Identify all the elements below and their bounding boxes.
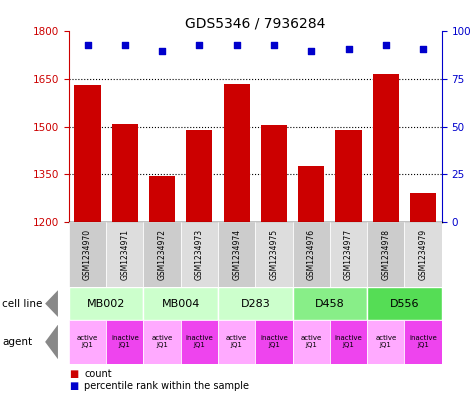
Text: GSM1234975: GSM1234975: [269, 229, 278, 280]
Point: [121, 42, 129, 48]
Polygon shape: [45, 325, 58, 359]
Point: [419, 46, 427, 52]
Point: [382, 42, 390, 48]
Text: active
JQ1: active JQ1: [77, 335, 98, 349]
Bar: [218, 320, 256, 364]
Text: active
JQ1: active JQ1: [152, 335, 173, 349]
Bar: [143, 287, 218, 320]
Text: inactive
JQ1: inactive JQ1: [111, 335, 139, 349]
Bar: [143, 222, 180, 287]
Bar: [261, 125, 287, 222]
Bar: [69, 320, 106, 364]
Bar: [256, 222, 293, 287]
Bar: [410, 193, 436, 222]
Bar: [69, 222, 106, 287]
Polygon shape: [45, 290, 58, 317]
Bar: [186, 130, 212, 222]
Bar: [405, 222, 442, 287]
Text: MB004: MB004: [162, 299, 200, 309]
Text: GSM1234972: GSM1234972: [158, 229, 167, 280]
Text: inactive
JQ1: inactive JQ1: [335, 335, 362, 349]
Bar: [69, 287, 143, 320]
Text: cell line: cell line: [2, 299, 43, 309]
Bar: [293, 287, 367, 320]
Bar: [256, 320, 293, 364]
Text: MB002: MB002: [87, 299, 125, 309]
Bar: [75, 85, 101, 222]
Bar: [293, 222, 330, 287]
Bar: [180, 320, 218, 364]
Bar: [405, 320, 442, 364]
Bar: [224, 84, 250, 222]
Point: [270, 42, 278, 48]
Bar: [106, 222, 143, 287]
Bar: [218, 287, 293, 320]
Text: GSM1234973: GSM1234973: [195, 229, 204, 280]
Point: [84, 42, 91, 48]
Text: GSM1234977: GSM1234977: [344, 229, 353, 280]
Bar: [330, 320, 367, 364]
Point: [158, 47, 166, 53]
Text: GSM1234979: GSM1234979: [418, 229, 428, 280]
Text: GSM1234974: GSM1234974: [232, 229, 241, 280]
Text: count: count: [84, 369, 112, 379]
Text: active
JQ1: active JQ1: [226, 335, 247, 349]
Text: inactive
JQ1: inactive JQ1: [186, 335, 213, 349]
Text: D283: D283: [240, 299, 270, 309]
Text: GSM1234970: GSM1234970: [83, 229, 92, 280]
Bar: [330, 222, 367, 287]
Point: [196, 42, 203, 48]
Bar: [367, 320, 405, 364]
Bar: [106, 320, 143, 364]
Point: [233, 42, 240, 48]
Bar: [373, 74, 399, 222]
Text: ■: ■: [69, 381, 78, 391]
Bar: [180, 222, 218, 287]
Bar: [149, 176, 175, 222]
Bar: [335, 130, 361, 222]
Bar: [298, 167, 324, 222]
Bar: [367, 222, 405, 287]
Bar: [143, 320, 180, 364]
Text: active
JQ1: active JQ1: [301, 335, 322, 349]
Text: GSM1234976: GSM1234976: [307, 229, 316, 280]
Bar: [293, 320, 330, 364]
Text: percentile rank within the sample: percentile rank within the sample: [84, 381, 249, 391]
Text: GSM1234978: GSM1234978: [381, 229, 390, 280]
Text: ■: ■: [69, 369, 78, 379]
Text: D556: D556: [390, 299, 419, 309]
Title: GDS5346 / 7936284: GDS5346 / 7936284: [185, 16, 325, 30]
Point: [307, 47, 315, 53]
Text: agent: agent: [2, 337, 32, 347]
Text: D458: D458: [315, 299, 345, 309]
Text: GSM1234971: GSM1234971: [120, 229, 129, 280]
Text: inactive
JQ1: inactive JQ1: [409, 335, 437, 349]
Point: [345, 46, 352, 52]
Text: active
JQ1: active JQ1: [375, 335, 397, 349]
Bar: [218, 222, 256, 287]
Bar: [367, 287, 442, 320]
Text: inactive
JQ1: inactive JQ1: [260, 335, 288, 349]
Bar: [112, 123, 138, 222]
